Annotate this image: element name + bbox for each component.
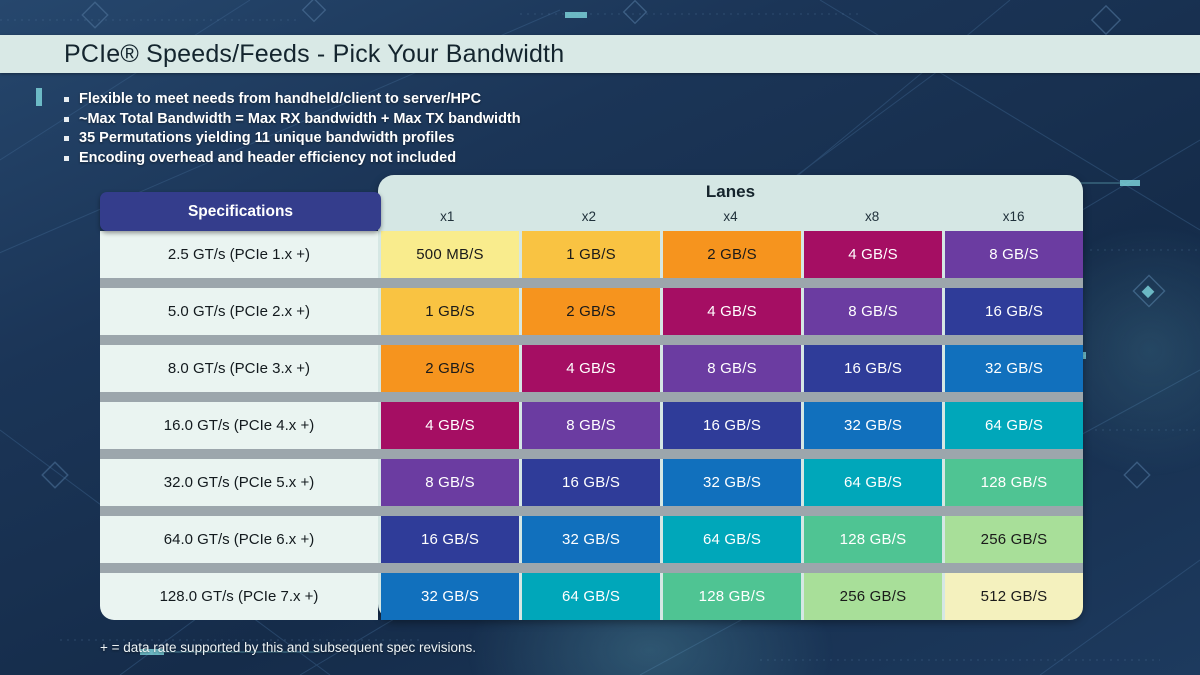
lane-column-x2: x2 xyxy=(581,208,597,224)
bandwidth-cell: 2 GB/S xyxy=(522,288,660,335)
bandwidth-cell: 4 GB/S xyxy=(522,345,660,392)
bandwidth-cell: 1 GB/S xyxy=(381,288,519,335)
bandwidth-cell: 256 GB/S xyxy=(804,573,942,620)
title-bar: PCIe® Speeds/Feeds - Pick Your Bandwidth xyxy=(0,35,1200,73)
row-divider xyxy=(100,563,1083,573)
lanes-header: Lanes xyxy=(705,182,756,201)
bandwidth-cell: 8 GB/S xyxy=(381,459,519,506)
bandwidth-cell: 64 GB/S xyxy=(804,459,942,506)
bandwidth-cell: 16 GB/S xyxy=(381,516,519,563)
row-divider xyxy=(100,506,1083,516)
lane-column-headers: x1 x2 x4 x8 x16 xyxy=(378,206,1083,226)
bullet-list: Flexible to meet needs from handheld/cli… xyxy=(64,90,521,168)
bullet-item: Encoding overhead and header efficiency … xyxy=(64,149,521,169)
bandwidth-table: Lanes x1 x2 x4 x8 x16 Specifications 2.5… xyxy=(100,175,1083,620)
bandwidth-cell: 32 GB/S xyxy=(663,459,801,506)
spec-cell: 5.0 GT/s (PCIe 2.x +) xyxy=(100,288,378,335)
bandwidth-cell: 4 GB/S xyxy=(381,402,519,449)
table-row: 8.0 GT/s (PCIe 3.x +) 2 GB/S 4 GB/S 8 GB/S 1… xyxy=(100,345,1083,392)
bandwidth-cell: 256 GB/S xyxy=(945,516,1083,563)
bullet-item: 35 Permutations yielding 11 unique bandw… xyxy=(64,129,521,149)
bandwidth-cell: 4 GB/S xyxy=(663,288,801,335)
lane-column-x16: x16 xyxy=(1002,208,1025,224)
row-divider xyxy=(100,278,1083,288)
table-row: 16.0 GT/s (PCIe 4.x +) 4 GB/S 8 GB/S 16 GB/… xyxy=(100,402,1083,449)
bandwidth-cell: 16 GB/S xyxy=(522,459,660,506)
row-divider xyxy=(100,449,1083,459)
spec-cell: 128.0 GT/s (PCIe 7.x +) xyxy=(100,573,378,620)
bandwidth-cell: 16 GB/S xyxy=(945,288,1083,335)
bandwidth-cell: 32 GB/S xyxy=(381,573,519,620)
table-row: 32.0 GT/s (PCIe 5.x +) 8 GB/S 16 GB/S 32 GB… xyxy=(100,459,1083,506)
table-rows: 2.5 GT/s (PCIe 1.x +) 500 MB/S 1 GB/S 2 GB/… xyxy=(100,231,1083,620)
lane-column-x8: x8 xyxy=(864,208,880,224)
bandwidth-cell: 128 GB/S xyxy=(804,516,942,563)
bandwidth-cell: 2 GB/S xyxy=(381,345,519,392)
table-row: 128.0 GT/s (PCIe 7.x +) 32 GB/S 64 GB/S 128… xyxy=(100,573,1083,620)
bandwidth-cell: 16 GB/S xyxy=(663,402,801,449)
bullet-item: Flexible to meet needs from handheld/cli… xyxy=(64,90,521,110)
bandwidth-cell: 8 GB/S xyxy=(663,345,801,392)
bandwidth-cell: 8 GB/S xyxy=(804,288,942,335)
table-row: 2.5 GT/s (PCIe 1.x +) 500 MB/S 1 GB/S 2 GB/… xyxy=(100,231,1083,278)
bandwidth-cell: 4 GB/S xyxy=(804,231,942,278)
bandwidth-cell: 64 GB/S xyxy=(522,573,660,620)
lane-column-x4: x4 xyxy=(723,208,738,224)
bandwidth-cell: 16 GB/S xyxy=(804,345,942,392)
bandwidth-cell: 128 GB/S xyxy=(945,459,1083,506)
bandwidth-cell: 32 GB/S xyxy=(522,516,660,563)
table-row: 5.0 GT/s (PCIe 2.x +) 1 GB/S 2 GB/S 4 GB/S 8… xyxy=(100,288,1083,335)
bandwidth-cell: 1 GB/S xyxy=(522,231,660,278)
spec-cell: 64.0 GT/s (PCIe 6.x +) xyxy=(100,516,378,563)
bullet-item: ~Max Total Bandwidth = Max RX bandwidth … xyxy=(64,110,521,130)
bandwidth-cell: 64 GB/S xyxy=(945,402,1083,449)
bandwidth-cell: 64 GB/S xyxy=(663,516,801,563)
row-divider xyxy=(100,335,1083,345)
page-title: PCIe® Speeds/Feeds - Pick Your Bandwidth xyxy=(64,39,565,68)
bandwidth-cell: 32 GB/S xyxy=(804,402,942,449)
bandwidth-cell: 32 GB/S xyxy=(945,345,1083,392)
bandwidth-cell: 128 GB/S xyxy=(663,573,801,620)
spec-cell: 16.0 GT/s (PCIe 4.x +) xyxy=(100,402,378,449)
spec-cell: 2.5 GT/s (PCIe 1.x +) xyxy=(100,231,378,278)
bandwidth-cell: 512 GB/S xyxy=(945,573,1083,620)
spec-cell: 8.0 GT/s (PCIe 3.x +) xyxy=(100,345,378,392)
row-divider xyxy=(100,392,1083,402)
bandwidth-cell: 500 MB/S xyxy=(381,231,519,278)
specifications-header: Specifications xyxy=(100,192,381,231)
spec-cell: 32.0 GT/s (PCIe 5.x +) xyxy=(100,459,378,506)
bandwidth-cell: 8 GB/S xyxy=(522,402,660,449)
table-row: 64.0 GT/s (PCIe 6.x +) 16 GB/S 32 GB/S 64 G… xyxy=(100,516,1083,563)
bandwidth-cell: 2 GB/S xyxy=(663,231,801,278)
bandwidth-cell: 8 GB/S xyxy=(945,231,1083,278)
lane-column-x1: x1 xyxy=(440,208,455,224)
footnote: + = data rate supported by this and subs… xyxy=(100,640,476,655)
